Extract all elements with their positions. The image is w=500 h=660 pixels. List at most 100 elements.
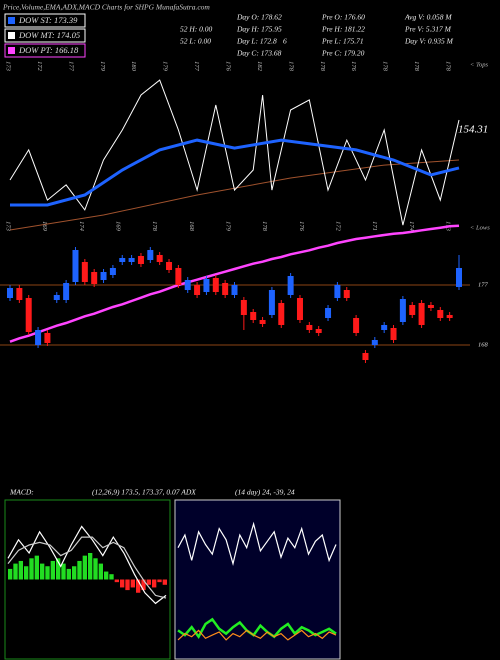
candle-body xyxy=(381,325,388,330)
legend-label: DOW MT: 174.05 xyxy=(18,30,80,40)
candle-body xyxy=(427,305,434,308)
moving-average xyxy=(9,224,460,343)
top-label: 182 xyxy=(256,61,263,72)
candle-body xyxy=(184,280,191,290)
legend-swatch xyxy=(8,32,15,39)
macd-bar xyxy=(93,558,98,580)
bottom-label: 169 xyxy=(41,221,48,232)
y-tick-label: 168 xyxy=(478,341,489,348)
macd-bar xyxy=(82,555,87,580)
candle-body xyxy=(109,268,116,275)
adx-line xyxy=(177,521,337,566)
candle-body xyxy=(128,258,135,262)
candle-body xyxy=(175,268,182,285)
info-cell: Pre C: 179.20 xyxy=(321,49,365,58)
macd-bar xyxy=(157,579,162,583)
candle-body xyxy=(334,285,341,298)
candle-body xyxy=(315,329,322,333)
candle-body xyxy=(306,325,313,330)
info-cell: Day O: 178.62 xyxy=(236,13,282,22)
info-cell: Day H: 175.95 xyxy=(236,25,282,34)
candle-body xyxy=(446,315,453,318)
bottom-label: 179 xyxy=(225,221,232,232)
info-cell: Day L: 172.8 xyxy=(236,37,277,46)
top-label: 177 xyxy=(193,61,200,72)
candle-body xyxy=(409,305,416,315)
macd-chart xyxy=(7,525,167,605)
last-value: 154.31 xyxy=(458,124,488,136)
info-cell: Pre H: 181.22 xyxy=(321,25,365,34)
overlay-line xyxy=(10,138,460,207)
overlay-line xyxy=(9,159,460,231)
top-label: 178 xyxy=(445,61,452,72)
candle-body xyxy=(63,283,70,300)
chart-title: Price,Volume,EMA,ADX,MACD Charts for SHP… xyxy=(2,3,210,12)
macd-bar xyxy=(130,579,135,588)
price-chart: 168 177 173 172 177 179 180 179 177 176 182 178 178 1… xyxy=(0,61,489,363)
legend-box xyxy=(4,28,86,43)
macd-bar xyxy=(98,563,103,580)
info-cell: 6 xyxy=(283,37,287,46)
candle-body xyxy=(362,353,369,360)
adx-text: (14 day) 24, -39, 24 xyxy=(235,488,295,497)
macd-bar xyxy=(162,579,167,585)
macd-bar xyxy=(56,558,61,580)
top-label: 172 xyxy=(36,61,43,72)
candle-body xyxy=(137,256,144,264)
legend-swatch xyxy=(8,47,15,54)
macd-line xyxy=(7,525,167,605)
top-label: 179 xyxy=(162,61,169,72)
adx-chart xyxy=(177,521,337,641)
candle-body xyxy=(81,262,88,282)
legend: DOW ST: 173.39 DOW MT: 174.05 DOW PT: 166.… xyxy=(4,13,86,58)
legend-box xyxy=(4,13,86,28)
candle-body xyxy=(390,328,397,340)
candle-body xyxy=(343,290,350,298)
candle-body xyxy=(296,298,303,320)
overlay-line xyxy=(9,79,460,226)
macd-bar xyxy=(114,579,119,583)
candle-body xyxy=(7,288,13,298)
bottom-label: 171 xyxy=(371,221,378,231)
top-label: 177 xyxy=(67,61,74,72)
macd-bar xyxy=(50,560,55,580)
macd-bar xyxy=(152,579,157,588)
candle-body xyxy=(456,268,462,287)
macd-bar xyxy=(13,563,18,580)
bottom-label: 176 xyxy=(298,221,305,232)
top-label: 176 xyxy=(225,61,232,72)
top-label: 178 xyxy=(319,61,326,72)
candle-body xyxy=(287,276,294,295)
legend-label: DOW PT: 166.18 xyxy=(18,45,79,55)
candle-body xyxy=(16,288,23,300)
macd-bar xyxy=(66,568,71,580)
macd-bar xyxy=(61,563,66,580)
candle-body xyxy=(194,285,201,295)
info-cell: 52 L: 0.00 xyxy=(180,37,211,46)
y-tick-label: 177 xyxy=(478,281,489,288)
candle-body xyxy=(53,295,60,300)
adx-line xyxy=(177,617,337,640)
macd-bar xyxy=(104,571,109,580)
candle-body xyxy=(371,340,378,345)
bottom-label: 173 xyxy=(5,221,12,232)
candle-body xyxy=(353,318,360,333)
macd-bar xyxy=(77,560,82,580)
legend-swatch xyxy=(8,17,15,24)
macd-bar xyxy=(18,560,23,580)
candle-body xyxy=(91,272,98,284)
candle-body xyxy=(231,285,238,295)
info-cell: Pre L: 175.71 xyxy=(321,37,364,46)
macd-bar xyxy=(146,579,151,585)
candle-body xyxy=(203,279,210,292)
candle-body xyxy=(212,278,219,292)
top-label: 180 xyxy=(130,61,137,72)
info-cell: Pre O: 176.60 xyxy=(321,13,365,22)
bottom-label: 172 xyxy=(335,221,342,232)
legend-label: DOW ST: 173.39 xyxy=(18,15,78,25)
info-cell: Avg V: 0.058 M xyxy=(404,13,452,22)
bottom-label: 169 xyxy=(115,221,122,232)
candle-body xyxy=(119,258,126,262)
macd-line xyxy=(7,536,167,599)
